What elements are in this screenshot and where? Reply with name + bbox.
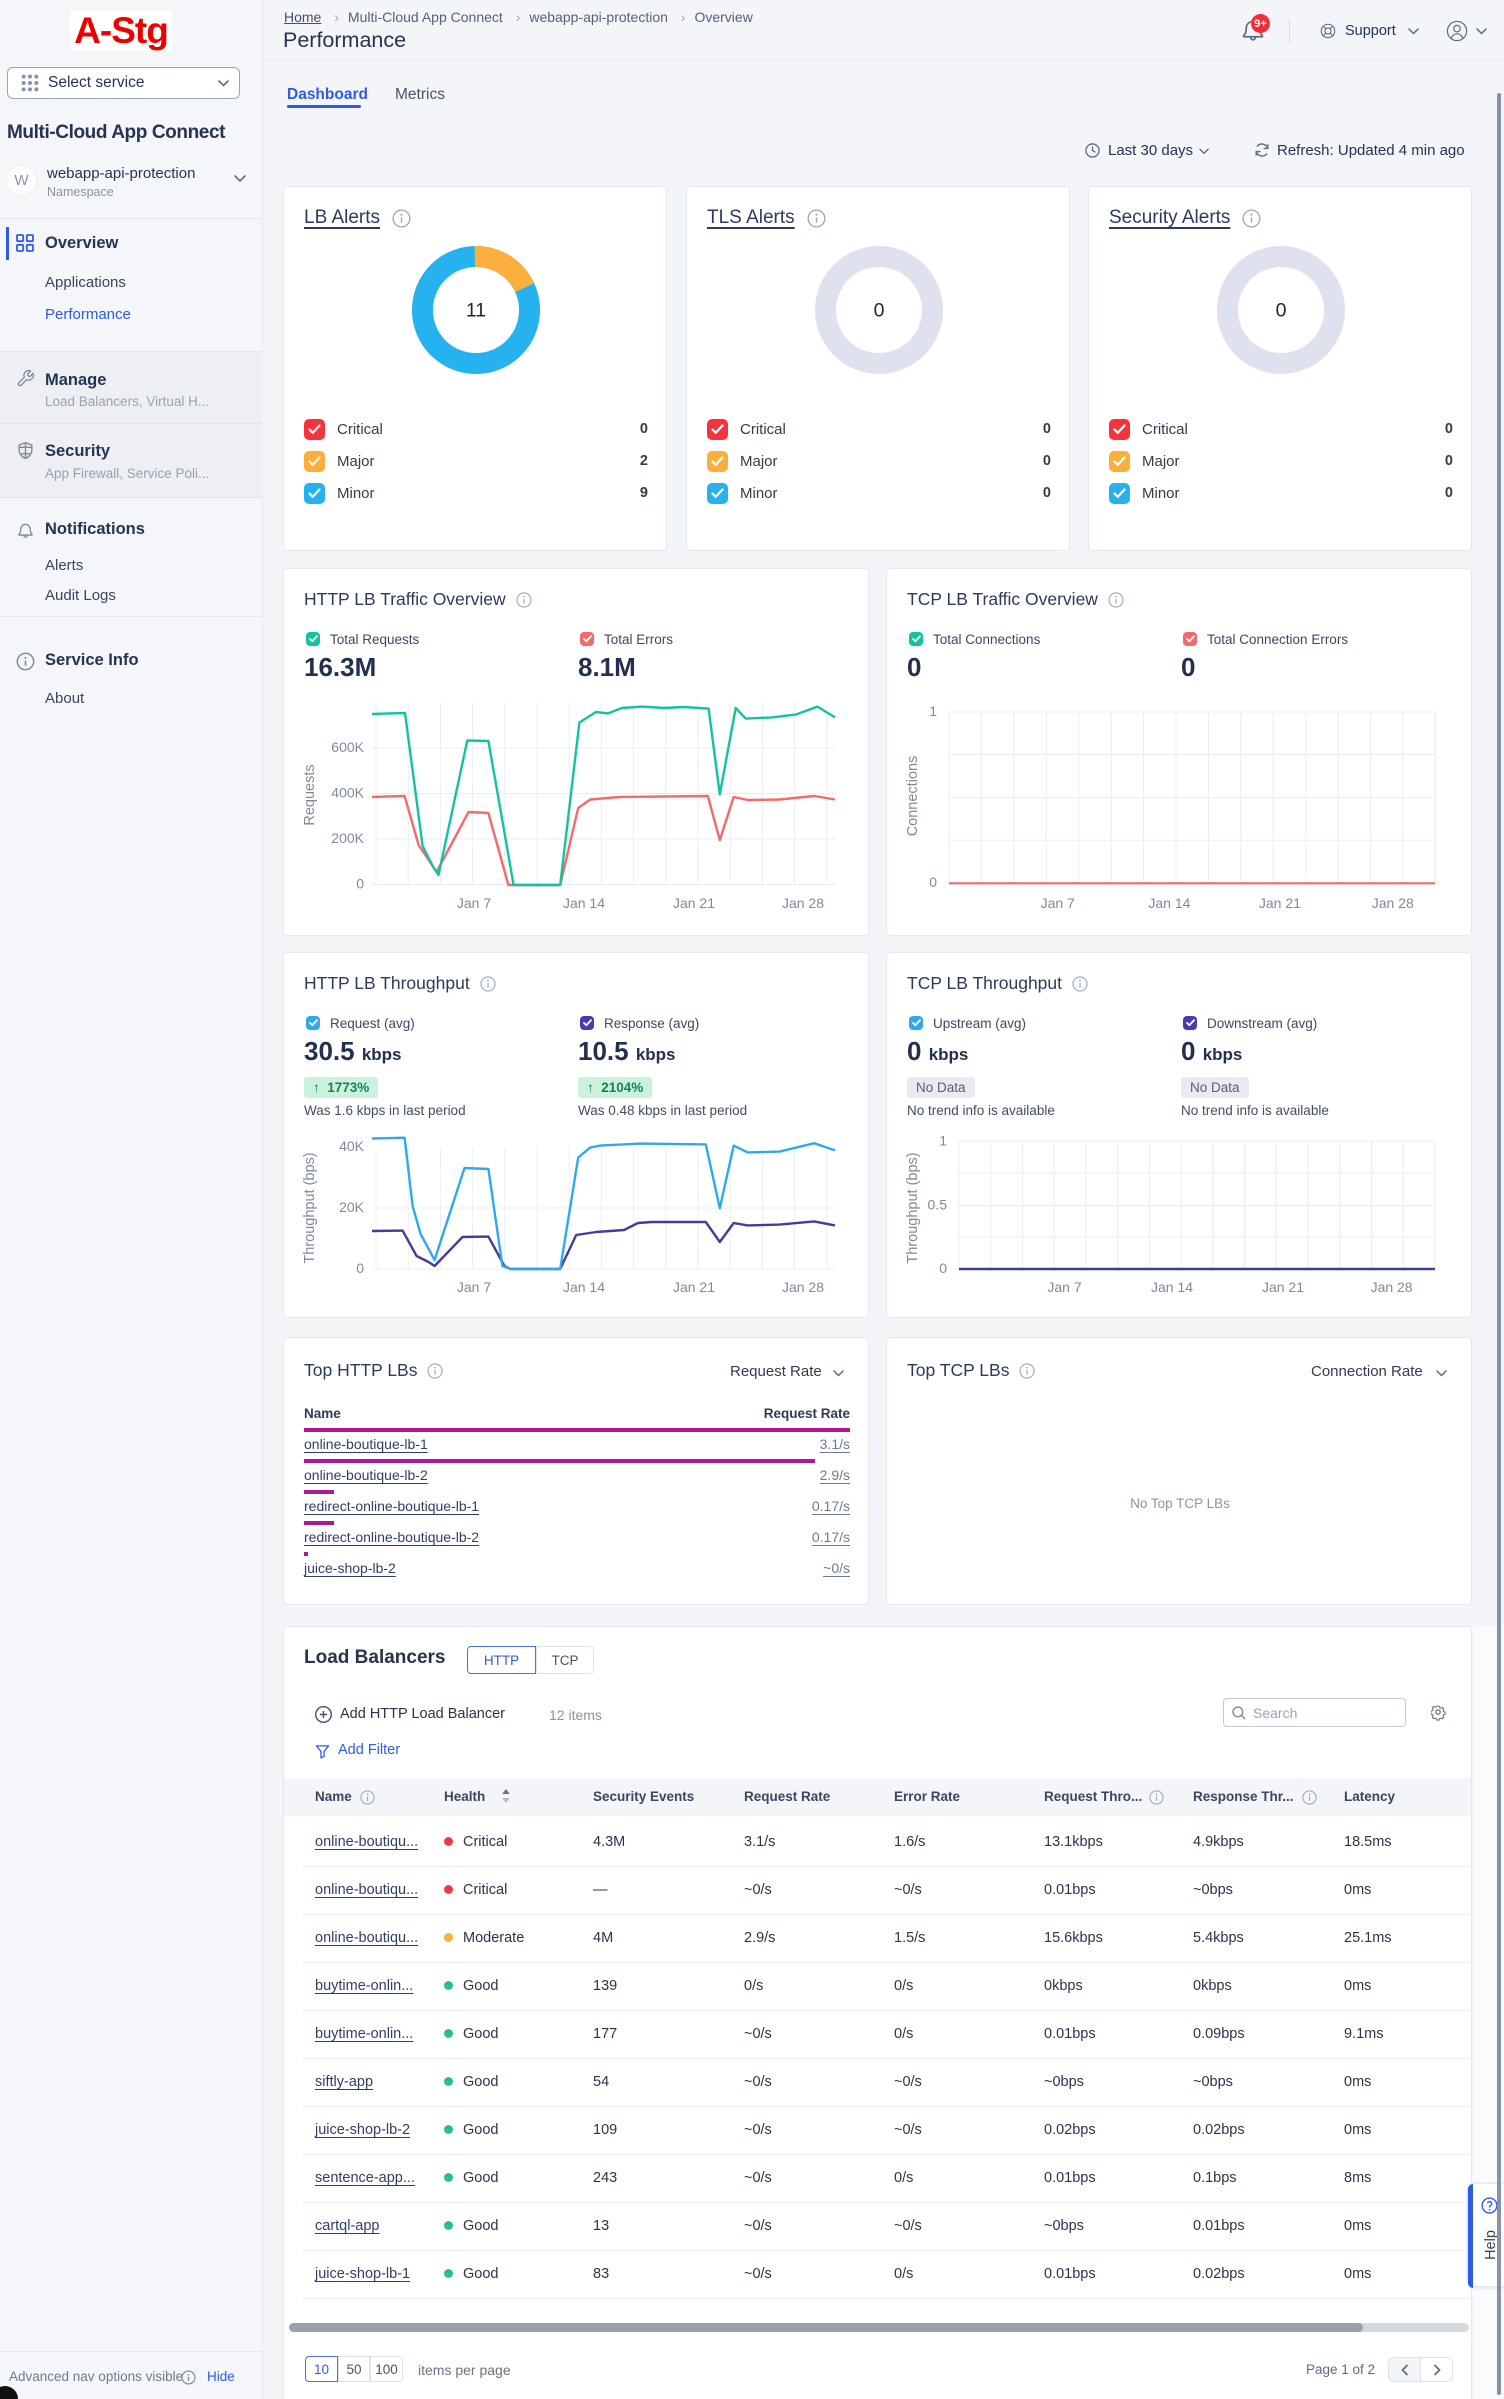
svg-text:Connections: Connections (905, 756, 921, 837)
svg-text:11: 11 (466, 300, 486, 322)
svg-text:1: 1 (939, 1132, 947, 1148)
svg-text:0: 0 (356, 876, 364, 892)
svg-text:Jan 14: Jan 14 (563, 895, 605, 911)
svg-text:Jan 14: Jan 14 (563, 1279, 605, 1295)
svg-text:Jan 14: Jan 14 (1151, 1279, 1193, 1295)
svg-text:0: 0 (1276, 300, 1287, 322)
svg-text:0: 0 (939, 1260, 947, 1276)
svg-text:Throughput (bps): Throughput (bps) (905, 1152, 921, 1263)
svg-text:Jan 14: Jan 14 (1148, 895, 1190, 911)
svg-text:Jan 7: Jan 7 (1041, 895, 1075, 911)
svg-text:Jan 21: Jan 21 (1259, 895, 1301, 911)
svg-text:1: 1 (929, 703, 937, 719)
svg-text:Jan 7: Jan 7 (457, 895, 491, 911)
svg-text:0.5: 0.5 (928, 1197, 948, 1213)
svg-text:Requests: Requests (302, 764, 318, 825)
svg-text:Jan 28: Jan 28 (782, 895, 824, 911)
svg-text:Jan 21: Jan 21 (673, 1279, 715, 1295)
svg-text:0: 0 (874, 300, 885, 322)
svg-text:Jan 21: Jan 21 (673, 895, 715, 911)
svg-text:0: 0 (356, 1260, 364, 1276)
svg-text:20K: 20K (339, 1199, 365, 1215)
svg-text:Jan 7: Jan 7 (457, 1279, 491, 1295)
svg-text:400K: 400K (331, 785, 364, 801)
svg-text:Jan 7: Jan 7 (1047, 1279, 1081, 1295)
svg-text:Jan 21: Jan 21 (1262, 1279, 1304, 1295)
svg-text:Jan 28: Jan 28 (1371, 1279, 1413, 1295)
svg-text:40K: 40K (339, 1138, 365, 1154)
svg-text:600K: 600K (331, 739, 364, 755)
svg-text:Throughput (bps): Throughput (bps) (302, 1152, 318, 1263)
svg-text:Jan 28: Jan 28 (782, 1279, 824, 1295)
svg-text:200K: 200K (331, 830, 364, 846)
svg-text:Jan 28: Jan 28 (1372, 895, 1414, 911)
svg-text:0: 0 (929, 874, 937, 890)
